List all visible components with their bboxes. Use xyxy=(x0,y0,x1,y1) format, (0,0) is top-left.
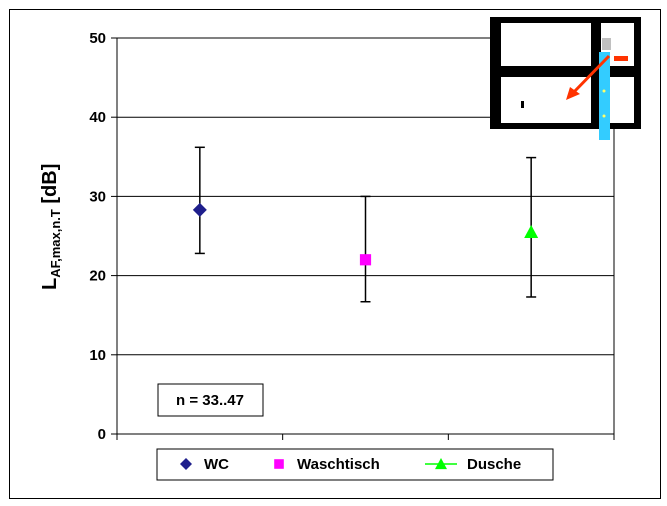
error-bars xyxy=(194,146,537,303)
inset-dot-2 xyxy=(602,114,606,118)
marker-dusche xyxy=(524,225,539,238)
legend-items: WC Waschtisch Dusche xyxy=(180,456,521,473)
legend-marker-waschtisch xyxy=(274,459,284,469)
y-tick-label: 40 xyxy=(89,109,106,126)
floor-plan-inset xyxy=(490,17,641,140)
y-tick-label: 0 xyxy=(98,426,106,443)
inset-outlet xyxy=(614,56,628,61)
legend-label-wc: WC xyxy=(204,456,229,473)
inset-room-bottom-left xyxy=(501,77,591,123)
markers xyxy=(192,202,539,266)
inset-arrow-head xyxy=(566,87,580,100)
annotation-box xyxy=(157,383,264,417)
legend-marker-dusche xyxy=(435,458,447,470)
y-tick-label: 30 xyxy=(89,188,106,205)
legend-box xyxy=(156,448,554,481)
marker-waschtisch xyxy=(359,254,372,266)
legend-label-dusche: Dusche xyxy=(467,456,521,473)
marker-wc xyxy=(192,202,207,217)
inset-room-top-left xyxy=(501,23,591,66)
legend-label-waschtisch: Waschtisch xyxy=(297,456,380,473)
inset-arrow-line xyxy=(570,54,611,96)
legend-marker-wc xyxy=(180,458,192,470)
annotation-text: n = 33..47 xyxy=(176,392,244,409)
inset-pipe xyxy=(599,52,610,140)
inset-fitting xyxy=(602,38,611,50)
inset-mark-left xyxy=(521,101,524,108)
inset-mark-right xyxy=(638,44,640,50)
y-tick-label: 20 xyxy=(89,268,106,285)
y-tick-label: 50 xyxy=(89,30,106,47)
inset-dot-1 xyxy=(602,89,606,93)
y-axis-label: LAF,max,n.T [dB] xyxy=(39,164,63,290)
legend: WC Waschtisch Dusche xyxy=(156,448,554,481)
y-tick-labels: 0 10 20 30 40 50 xyxy=(89,30,106,443)
axes xyxy=(111,37,615,440)
sample-size-annotation: n = 33..47 xyxy=(157,383,264,417)
y-tick-label: 10 xyxy=(89,347,106,364)
